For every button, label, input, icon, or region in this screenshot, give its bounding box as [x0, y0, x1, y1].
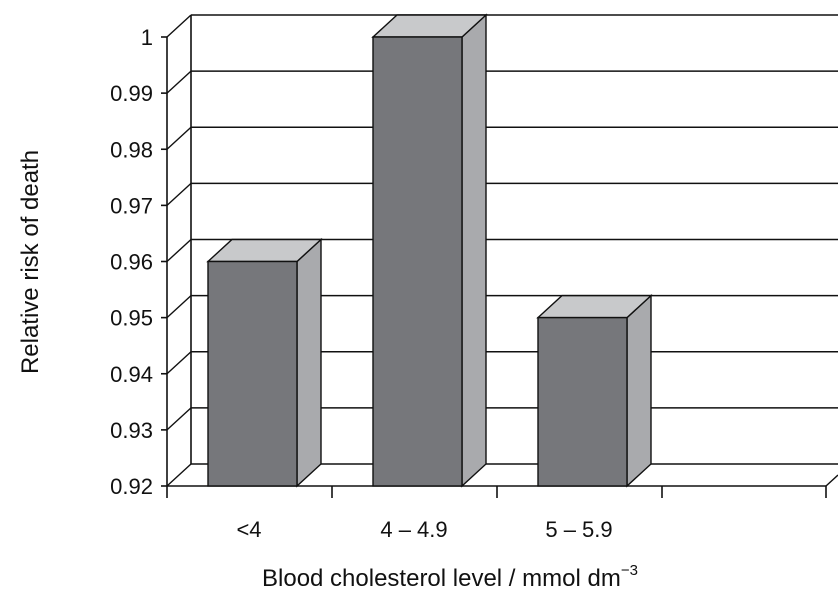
y-tick-label: 0.98 [110, 137, 153, 162]
gridline-diagonal [166, 126, 192, 150]
bar-front [537, 316, 628, 487]
gridline-diagonal [166, 351, 192, 375]
x-axis-title-text: Blood cholesterol level / mmol dm [262, 565, 621, 592]
gridline-diagonal [166, 238, 192, 263]
gridline-diagonal [166, 182, 192, 206]
y-tick-label: 0.93 [110, 418, 153, 443]
y-tick-labels: 0.92 0.93 0.94 0.95 0.96 0.97 0.98 0.99 1 [110, 25, 153, 499]
x-tick-label: 4 – 4.9 [380, 517, 447, 542]
gridline-diagonal [166, 70, 192, 94]
bar-front [372, 36, 463, 487]
y-tick-label: 0.96 [110, 250, 153, 275]
y-tick-label: 0.99 [110, 81, 153, 106]
y-axis-title: Relative risk of death [17, 150, 44, 374]
y-tick-label: 0.97 [110, 193, 153, 218]
y-tick-label: 0.92 [110, 474, 153, 499]
x-tick-labels: <4 4 – 4.9 5 – 5.9 [236, 517, 612, 542]
x-tick-label: 5 – 5.9 [545, 517, 612, 542]
y-tick-label: 0.95 [110, 306, 153, 331]
x-axis-title: Blood cholesterol level / mmol dm−3 [262, 562, 638, 592]
gridline-diagonal [166, 14, 192, 38]
x-tick-label: <4 [236, 517, 261, 542]
y-tick-label: 0.94 [110, 362, 153, 387]
bar [536, 294, 653, 488]
y-tick-label: 1 [141, 25, 153, 50]
bar-front [207, 260, 298, 487]
x-axis-title-exponent: −3 [621, 562, 638, 579]
bar [206, 237, 323, 488]
bar-side [296, 237, 322, 488]
gridline-diagonal [166, 463, 192, 487]
gridline-diagonal [166, 295, 192, 319]
floor-edge [825, 474, 838, 487]
bar [371, 13, 488, 488]
bar-side [461, 13, 487, 488]
gridline-diagonal [166, 407, 192, 431]
bars-layer [206, 13, 653, 488]
bar-side [626, 294, 652, 488]
